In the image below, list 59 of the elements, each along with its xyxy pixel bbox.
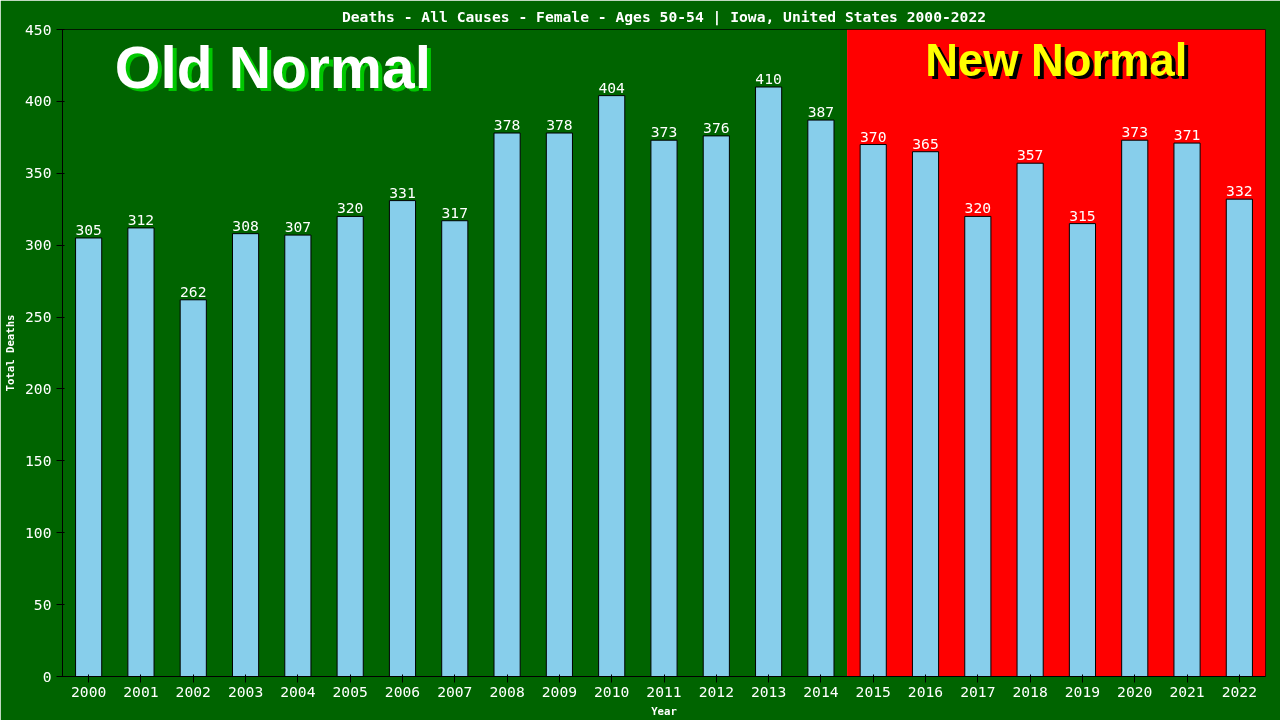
x-tick-label: 2022 [1221,682,1257,700]
y-tick-label: 450 [25,20,52,38]
data-label: 373 [650,123,678,141]
data-label: 312 [127,210,155,228]
x-tick-label: 2005 [332,682,368,700]
x-tick-label: 2007 [437,682,473,700]
data-label: 331 [389,183,416,201]
data-label: 317 [441,203,469,221]
y-axis-title: Total Deaths [4,314,18,392]
x-tick-label: 2021 [1169,682,1205,700]
x-tick-label: 2013 [750,682,787,700]
y-tick-label: 150 [25,451,52,469]
data-label: 373 [1121,123,1148,141]
data-label: 371 [1173,126,1201,144]
x-tick-label: 2015 [855,682,891,700]
data-label: 308 [232,216,259,234]
chart-title: Deaths - All Causes - Female - Ages 50-54 | Iowa, United States 2000-2022 [341,7,987,26]
data-label: 320 [964,199,992,217]
x-tick-label: 2002 [175,682,211,700]
x-tick-label: 2012 [698,682,734,700]
data-label: 307 [284,218,312,236]
x-tick-label: 2000 [71,682,107,700]
y-tick-label: 200 [25,379,52,397]
data-label: 370 [859,127,887,145]
data-label: 357 [1016,146,1044,164]
y-tick-label: 300 [25,236,52,254]
data-label: 387 [807,103,835,121]
data-label: 365 [912,134,939,152]
x-tick-label: 2014 [803,682,839,700]
data-label: 332 [1226,182,1253,200]
x-tick-label: 2008 [489,682,525,700]
x-tick-label: 2009 [541,682,578,700]
x-tick-label: 2017 [960,682,996,700]
data-label: 305 [75,220,102,238]
x-tick-label: 2019 [1064,682,1101,700]
x-tick-label: 2001 [123,682,159,700]
x-tick-label: 2018 [1012,682,1048,700]
data-label: 404 [598,78,626,96]
x-axis-title: Year [651,704,677,718]
x-tick-label: 2006 [384,682,421,700]
x-tick-label: 2020 [1117,682,1153,700]
y-tick-label: 50 [33,595,52,613]
y-tick-label: 400 [25,92,52,110]
y-tick-label: 350 [25,164,52,182]
y-tick-label: 250 [25,308,52,326]
x-tick-label: 2003 [227,682,264,700]
x-tick-label: 2016 [907,682,944,700]
data-label: 315 [1069,206,1096,224]
x-tick-label: 2004 [280,682,316,700]
data-label: 410 [755,70,782,88]
y-tick-label: 100 [25,523,52,541]
data-label: 320 [336,199,364,217]
data-label: 378 [493,116,521,134]
data-label: 376 [703,118,730,136]
data-label: 262 [180,282,207,300]
y-tick-label: 0 [42,667,52,685]
x-tick-label: 2011 [646,682,682,700]
x-tick-label: 2010 [594,682,630,700]
data-label: 378 [546,116,573,134]
